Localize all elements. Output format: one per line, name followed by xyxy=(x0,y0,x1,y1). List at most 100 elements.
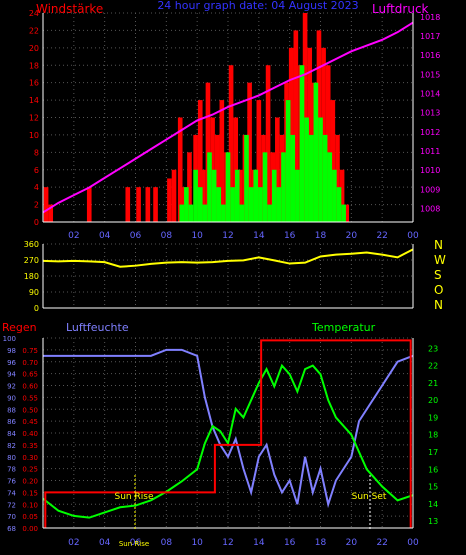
mean-bar xyxy=(197,187,203,222)
gust-bar xyxy=(136,187,141,222)
x-tick-label: 08 xyxy=(161,538,173,548)
mean-bar xyxy=(332,169,337,222)
y-humidity-tick-label: 72 xyxy=(7,501,16,509)
x-tick-label: 04 xyxy=(99,231,111,241)
y-temperature-tick-label: 19 xyxy=(428,413,438,422)
y-humidity-tick-label: 78 xyxy=(7,466,16,474)
temperature-line xyxy=(42,363,414,519)
axes xyxy=(42,244,414,309)
y-rain-tick-label: 0.05 xyxy=(22,513,38,521)
gust-bar xyxy=(86,187,92,222)
y-humidity-tick-label: 84 xyxy=(7,430,16,438)
x-tick-label: 02 xyxy=(68,538,79,548)
mean-bar xyxy=(258,187,263,222)
mean-bar xyxy=(281,152,286,222)
rain-line xyxy=(44,339,412,528)
x-tick-label: 06 xyxy=(130,231,142,241)
y-left-tick-label: 4 xyxy=(34,183,39,192)
mean-bar xyxy=(221,204,226,222)
mean-bar xyxy=(318,117,323,222)
y-right-tick-label: 1008 xyxy=(420,205,440,214)
y-left-tick-label: 2 xyxy=(34,201,39,210)
mean-bar xyxy=(211,169,217,222)
y-humidity-tick-label: 80 xyxy=(7,454,16,462)
gust-bar xyxy=(125,187,131,222)
gust-bar xyxy=(344,204,350,222)
gust-bar xyxy=(219,100,225,222)
mean-bar xyxy=(327,152,333,222)
y-right-tick-label: 1014 xyxy=(420,90,440,99)
y-humidity-tick-label: 82 xyxy=(7,442,16,450)
y-temperature-tick-label: 15 xyxy=(428,483,438,492)
y-right-tick-label: 1015 xyxy=(420,70,440,79)
y-temperature-tick-label: 17 xyxy=(428,448,438,457)
mean-bar xyxy=(295,169,300,222)
mean-bar xyxy=(262,152,268,222)
gust-bar xyxy=(145,187,151,222)
y-humidity-tick-label: 70 xyxy=(7,513,16,521)
y-humidity-tick-label: 98 xyxy=(7,347,16,355)
y-right-tick-label: 1013 xyxy=(420,109,440,118)
tick-labels: 68 70 72 74 76 78 80 82 84 86 88 90 92 94 96 98 100 0.00 0… xyxy=(3,335,439,548)
chart-title: 24 hour graph date: 04 August 2023 xyxy=(157,0,358,12)
y-right-tick-label: 1018 xyxy=(420,13,440,22)
y-tick-label: 360 xyxy=(24,240,39,249)
mean-bar xyxy=(253,169,259,222)
y-humidity-tick-label: 86 xyxy=(7,418,16,426)
sun-rise-axis-annotation: Sun Rise xyxy=(119,540,149,548)
mean-bar xyxy=(341,204,346,222)
y-humidity-tick-label: 96 xyxy=(7,359,16,367)
y-rain-tick-label: 0.60 xyxy=(22,383,38,391)
y-tick-label: 0 xyxy=(34,304,39,313)
gust-bar xyxy=(293,30,299,222)
y-left-tick-label: 16 xyxy=(29,79,39,88)
mean-bar xyxy=(184,187,189,222)
luftfeuchte-label: Luftfeuchte xyxy=(66,321,129,334)
mean-bar xyxy=(188,204,194,222)
y-left-tick-label: 24 xyxy=(29,9,39,18)
sun-set-annotation: Sun Set xyxy=(352,492,387,502)
gust-bar xyxy=(43,187,49,222)
mean-bar xyxy=(202,204,208,222)
mean-bar xyxy=(322,134,328,222)
y-rain-tick-label: 0.25 xyxy=(22,466,38,474)
y-temperature-tick-label: 23 xyxy=(428,344,438,353)
y-right-tick-label: 1017 xyxy=(420,32,440,41)
x-tick-label: 18 xyxy=(315,231,327,241)
mean-bar xyxy=(290,134,296,222)
x-tick-label: 12 xyxy=(222,538,233,548)
regen-label: Regen xyxy=(2,321,37,334)
gust-bar xyxy=(335,134,340,222)
y-right-tick-label: 1009 xyxy=(420,185,440,194)
x-tick-label: 06 xyxy=(130,538,142,548)
sun-rise-annotation: Sun Rise xyxy=(115,492,154,502)
gust-bar xyxy=(48,204,54,222)
x-tick-label: 20 xyxy=(346,538,358,548)
y-tick-label: 270 xyxy=(24,256,39,265)
gust-bar xyxy=(265,65,271,222)
y-rain-tick-label: 0.20 xyxy=(22,478,38,486)
mean-bar xyxy=(308,134,314,222)
mean-bar xyxy=(276,187,282,222)
gust-bar xyxy=(238,169,243,222)
x-tick-label: 10 xyxy=(191,538,203,548)
gust-bar xyxy=(228,65,234,222)
y-tick-label: 180 xyxy=(24,272,39,281)
compass-letter: S xyxy=(434,268,442,282)
y-right-tick-label: 1010 xyxy=(420,166,440,175)
mean-bar xyxy=(267,204,272,222)
x-tick-label: 20 xyxy=(346,231,358,241)
x-tick-label: 18 xyxy=(315,538,327,548)
direction-line-layer xyxy=(42,248,414,268)
y-temperature-tick-label: 18 xyxy=(428,431,438,440)
x-tick-label: 08 xyxy=(161,231,173,241)
y-temperature-tick-label: 21 xyxy=(428,379,438,388)
y-humidity-tick-label: 90 xyxy=(7,394,16,402)
mean-bar xyxy=(285,100,291,222)
gust-bar xyxy=(187,152,192,222)
y-left-tick-label: 6 xyxy=(34,166,39,175)
x-tick-label: 10 xyxy=(191,231,203,241)
x-tick-label: 14 xyxy=(253,538,265,548)
y-rain-tick-label: 0.65 xyxy=(22,371,38,379)
